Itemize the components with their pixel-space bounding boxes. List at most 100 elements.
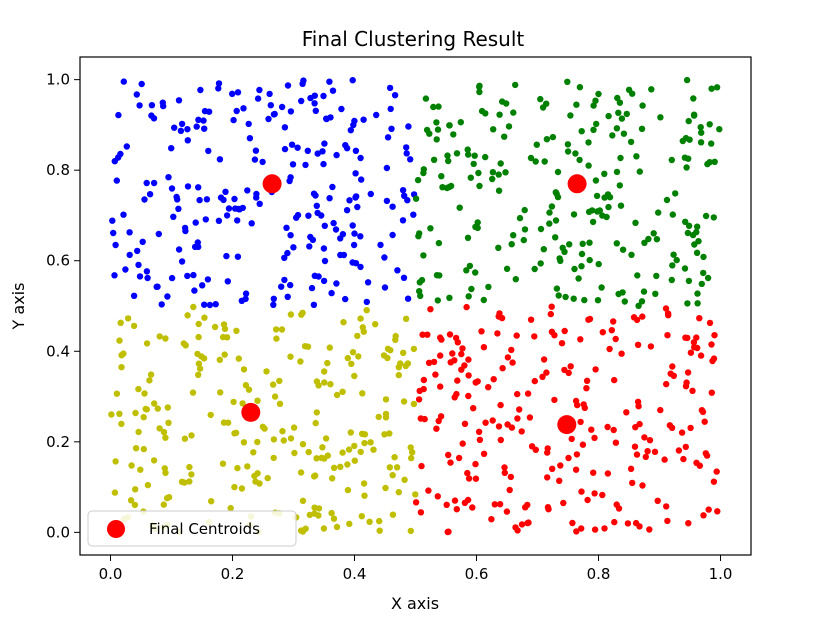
scatter-point: [412, 499, 420, 506]
scatter-point: [380, 352, 388, 359]
scatter-point: [546, 220, 553, 227]
scatter-point: [190, 271, 197, 279]
scatter-point: [689, 387, 696, 394]
y-tick-label: 0.8: [46, 161, 70, 179]
scatter-point: [693, 228, 700, 236]
scatter-point: [564, 141, 572, 148]
scatter-point: [508, 241, 515, 248]
scatter-point: [238, 485, 246, 492]
scatter-point: [117, 150, 124, 158]
scatter-point: [447, 182, 455, 190]
scatter-point: [664, 517, 671, 525]
scatter-point: [690, 111, 698, 118]
scatter-point: [455, 454, 463, 462]
scatter-point: [215, 80, 223, 87]
scatter-point: [599, 491, 606, 499]
scatter-point: [465, 293, 472, 300]
scatter-point: [186, 478, 193, 485]
scatter-point: [657, 114, 664, 121]
scatter-point: [633, 451, 641, 458]
scatter-point: [706, 121, 713, 128]
scatter-point: [320, 92, 327, 100]
scatter-point: [143, 179, 150, 187]
scatter-point: [475, 428, 483, 435]
scatter-point: [351, 457, 358, 464]
scatter-point: [633, 316, 641, 324]
scatter-point: [388, 125, 395, 132]
scatter-point: [645, 235, 652, 243]
scatter-point: [261, 425, 268, 432]
scatter-point: [553, 285, 561, 292]
scatter-point: [682, 218, 689, 225]
scatter-point: [552, 234, 559, 241]
scatter-point: [504, 421, 511, 428]
scatter-point: [494, 330, 501, 337]
scatter-point: [490, 126, 497, 133]
scatter-point: [694, 223, 701, 230]
scatter-point: [488, 516, 495, 523]
scatter-point: [312, 472, 319, 479]
scatter-point: [381, 284, 389, 291]
scatter-point: [613, 240, 620, 247]
scatter-point: [205, 108, 213, 115]
scatter-point: [638, 298, 646, 305]
scatter-point: [476, 182, 483, 190]
scatter-point: [663, 503, 670, 510]
scatter-point: [113, 390, 121, 397]
scatter-point: [427, 225, 434, 232]
scatter-point: [252, 147, 260, 154]
scatter-point: [311, 100, 318, 107]
scatter-point: [543, 369, 550, 376]
scatter-point: [230, 398, 237, 406]
scatter-point: [242, 290, 250, 297]
scatter-point: [340, 251, 348, 259]
scatter-point: [200, 117, 207, 124]
scatter-point: [698, 280, 705, 288]
scatter-point: [184, 126, 191, 133]
scatter-point: [567, 112, 574, 119]
scatter-point: [195, 333, 202, 341]
scatter-point: [220, 419, 228, 426]
scatter-point: [137, 466, 144, 473]
scatter-point: [663, 196, 671, 204]
scatter-point: [349, 77, 356, 84]
scatter-point: [548, 328, 556, 335]
scatter-point: [175, 246, 183, 253]
scatter-point: [577, 418, 584, 426]
scatter-point: [661, 456, 668, 463]
scatter-point: [372, 321, 379, 328]
scatter-point: [420, 252, 427, 259]
scatter-point: [175, 97, 183, 104]
scatter-point: [153, 283, 160, 290]
scatter-point: [544, 474, 551, 481]
scatter-point: [306, 243, 313, 250]
scatter-point: [701, 418, 708, 425]
scatter-point: [678, 429, 686, 436]
scatter-point: [208, 498, 215, 505]
scatter-point: [314, 150, 321, 157]
scatter-point: [231, 195, 238, 203]
scatter-point: [527, 154, 535, 162]
scatter-point: [196, 365, 204, 372]
scatter-point: [495, 244, 502, 251]
scatter-point: [168, 185, 176, 192]
scatter-point: [250, 449, 257, 456]
scatter-point: [465, 392, 472, 400]
scatter-point: [514, 390, 521, 398]
scatter-point: [687, 424, 694, 432]
scatter-point: [333, 151, 340, 159]
scatter-point: [561, 327, 568, 335]
scatter-point: [139, 238, 146, 245]
scatter-point: [468, 285, 475, 293]
scatter-point: [694, 290, 701, 297]
scatter-point: [319, 444, 326, 451]
scatter-point: [302, 525, 309, 532]
scatter-point: [381, 254, 388, 261]
scatter-point: [239, 400, 246, 407]
scatter-point: [389, 472, 396, 479]
scatter-point: [352, 260, 360, 267]
scatter-point: [524, 390, 532, 397]
scatter-point: [281, 254, 288, 261]
scatter-point: [663, 380, 670, 388]
scatter-point: [240, 105, 247, 112]
